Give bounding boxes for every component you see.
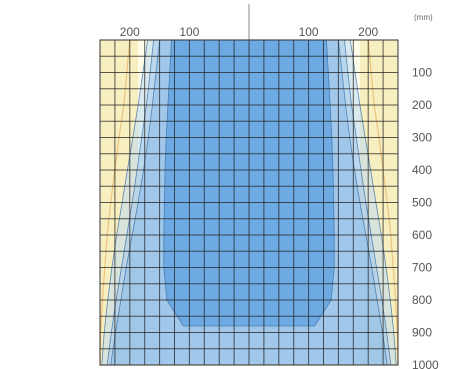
y-tick-label: 1000 [412, 358, 439, 369]
y-tick-label: 200 [412, 98, 432, 112]
y-tick-label: 900 [412, 326, 432, 340]
y-tick-label: 400 [412, 163, 432, 177]
x-tick-label: 100 [299, 25, 319, 39]
y-tick-label: 800 [412, 293, 432, 307]
y-tick-label: 100 [412, 66, 432, 80]
x-tick-label: 200 [120, 25, 140, 39]
y-tick-label: 300 [412, 131, 432, 145]
y-tick-label: 600 [412, 228, 432, 242]
plot-border [99, 39, 399, 366]
grid-lines [99, 4, 399, 366]
y-axis-tick-labels: 100 200 300 400 500 600 700 800 900 1000 [412, 66, 439, 369]
x-tick-label: 200 [358, 25, 378, 39]
y-axis-unit-label: (mm) [414, 13, 433, 22]
y-tick-label: 700 [412, 261, 432, 275]
y-tick-label: 500 [412, 196, 432, 210]
x-axis-tick-labels: 200 100 100 200 [120, 25, 379, 39]
x-tick-label: 100 [179, 25, 199, 39]
